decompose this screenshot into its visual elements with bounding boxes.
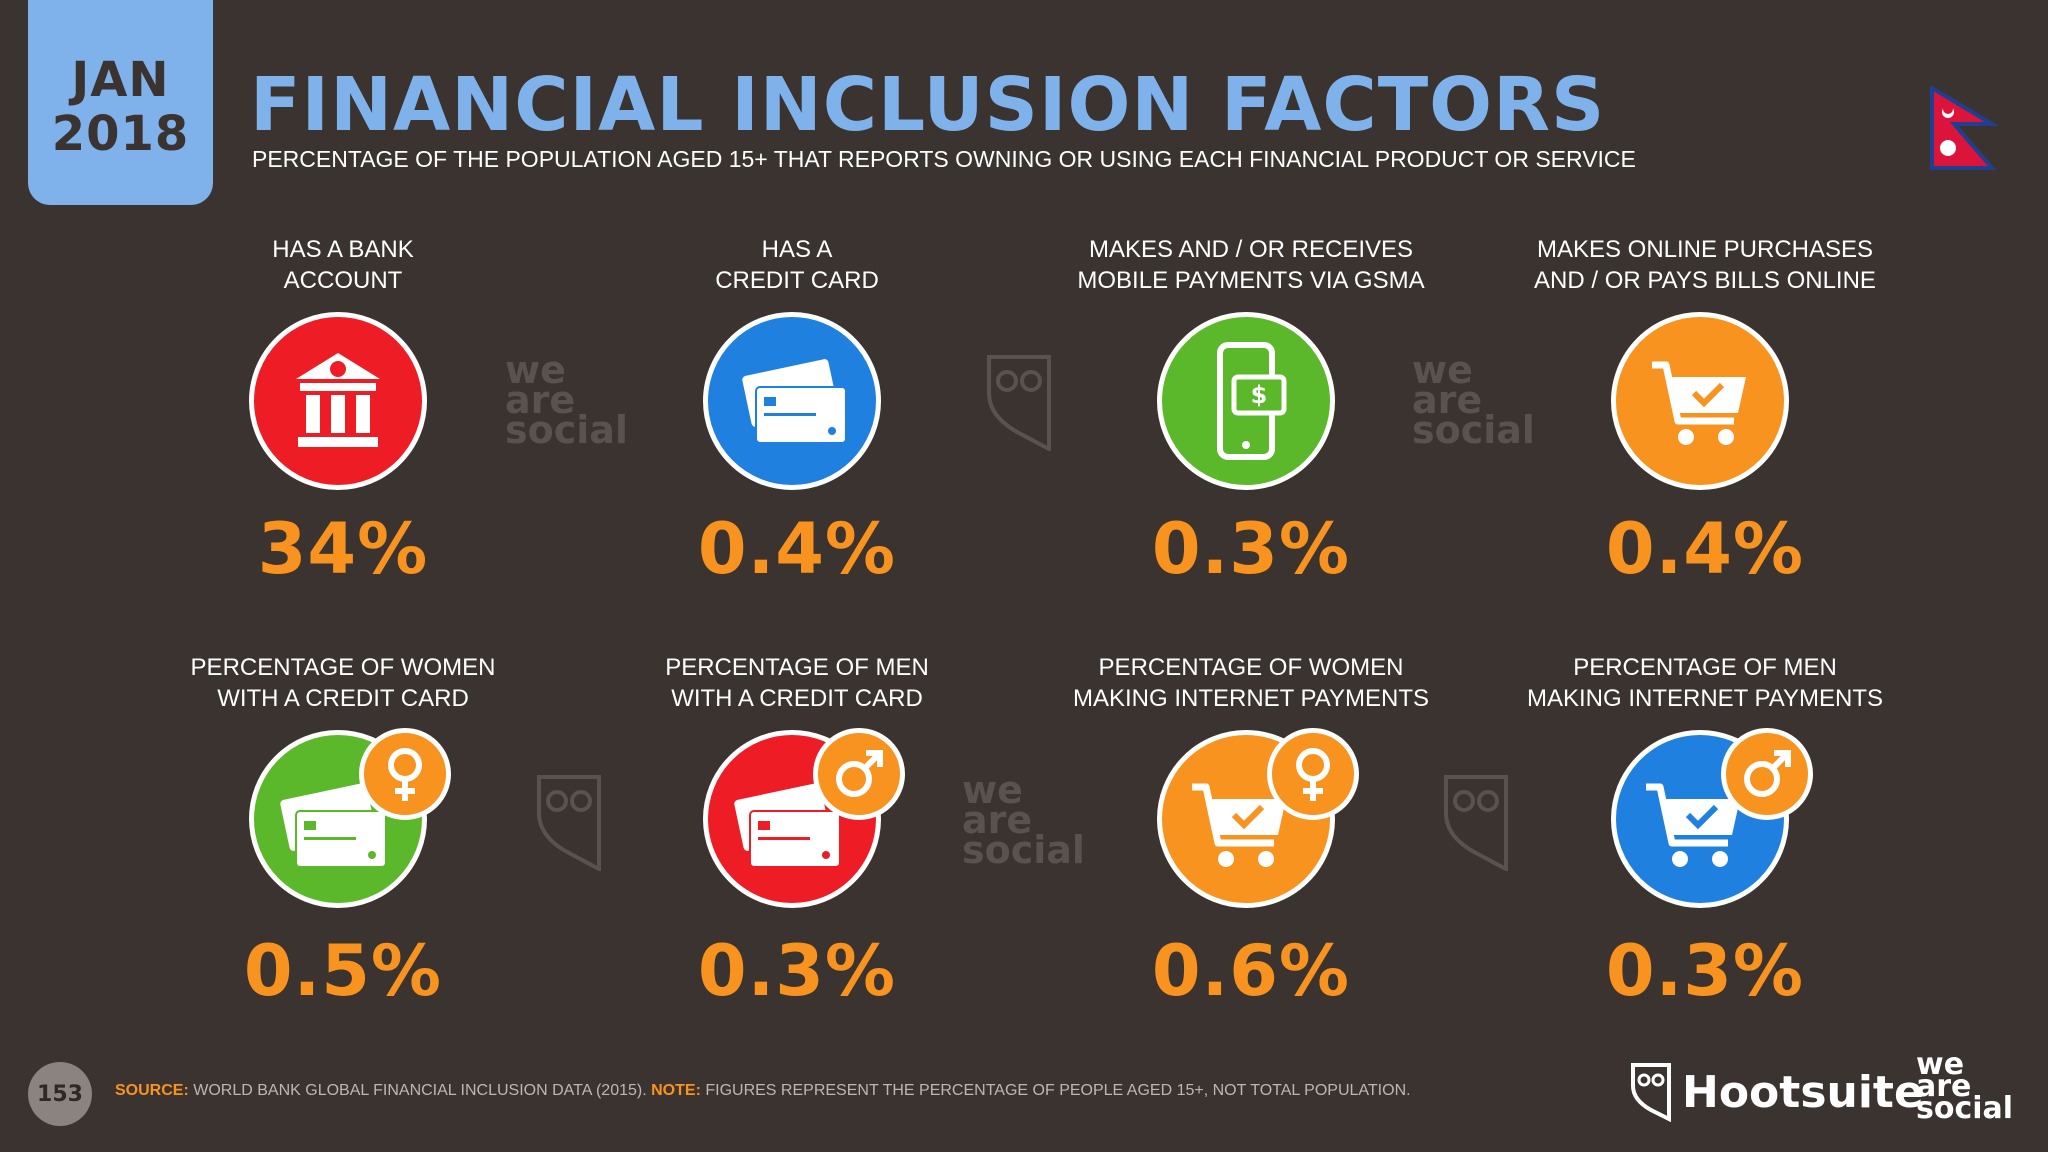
stat-label: PERCENTAGE OF WOMEN WITH A CREDIT CARD	[190, 654, 496, 712]
stat-value: 0.3%	[697, 930, 897, 1012]
stat-label: HAS A CREDIT CARD	[715, 236, 879, 294]
stat-label: PERCENTAGE OF WOMEN MAKING INTERNET PAYME…	[1072, 654, 1430, 712]
watermark-we-are-social: we are social	[962, 768, 1085, 872]
credit-card-icon	[703, 312, 881, 490]
stat-value: 34%	[257, 508, 429, 590]
source-label: SOURCE:	[115, 1082, 189, 1099]
male-icon	[813, 728, 905, 820]
female-icon	[359, 728, 451, 820]
nepal-flag-icon	[1930, 86, 1998, 170]
watermark-owl-icon	[537, 775, 601, 871]
note-label: NOTE:	[651, 1082, 701, 1099]
stat-label: PERCENTAGE OF MEN MAKING INTERNET PAYMENT…	[1526, 654, 1884, 712]
bank-icon	[249, 312, 427, 490]
watermark-owl-icon	[1444, 775, 1508, 871]
male-icon	[1721, 728, 1813, 820]
source-note: SOURCE: WORLD BANK GLOBAL FINANCIAL INCL…	[115, 1082, 1411, 1100]
date-badge: JAN 2018	[28, 0, 213, 205]
watermark-owl-icon	[987, 355, 1051, 451]
stat-label: MAKES AND / OR RECEIVES MOBILE PAYMENTS V…	[1077, 236, 1425, 294]
stat-value: 0.5%	[243, 930, 443, 1012]
hootsuite-owl-icon	[1631, 1063, 1671, 1122]
stat-value: 0.4%	[1605, 508, 1805, 590]
stat-value: 0.4%	[697, 508, 897, 590]
we-are-social-logo: we are social	[1916, 1047, 2014, 1126]
watermark-we-are-social: we are social	[1412, 348, 1535, 452]
hootsuite-logo: Hootsuite	[1630, 1062, 1924, 1122]
watermark-we-are-social: we are social	[505, 348, 628, 452]
date-year: 2018	[51, 105, 190, 162]
shopping-cart-icon	[1611, 312, 1789, 490]
female-icon	[1267, 728, 1359, 820]
svg-text:$: $	[1251, 381, 1268, 409]
stat-value: 0.3%	[1605, 930, 1805, 1012]
stat-label: PERCENTAGE OF MEN WITH A CREDIT CARD	[665, 654, 929, 712]
mobile-payment-icon: $	[1157, 312, 1335, 490]
note-text: FIGURES REPRESENT THE PERCENTAGE OF PEOP…	[700, 1082, 1411, 1099]
page-title: FINANCIAL INCLUSION FACTORS	[250, 62, 1606, 148]
page-subtitle: PERCENTAGE OF THE POPULATION AGED 15+ TH…	[252, 146, 1636, 172]
stat-value: 0.3%	[1151, 508, 1351, 590]
date-month: JAN	[71, 51, 170, 108]
stat-label: MAKES ONLINE PURCHASES AND / OR PAYS BILL…	[1534, 236, 1876, 294]
source-text: WORLD BANK GLOBAL FINANCIAL INCLUSION DA…	[188, 1082, 652, 1099]
page-number: 153	[28, 1062, 92, 1126]
stat-value: 0.6%	[1151, 930, 1351, 1012]
hootsuite-wordmark: Hootsuite	[1682, 1066, 1924, 1118]
stat-label: HAS A BANK ACCOUNT	[272, 236, 414, 294]
